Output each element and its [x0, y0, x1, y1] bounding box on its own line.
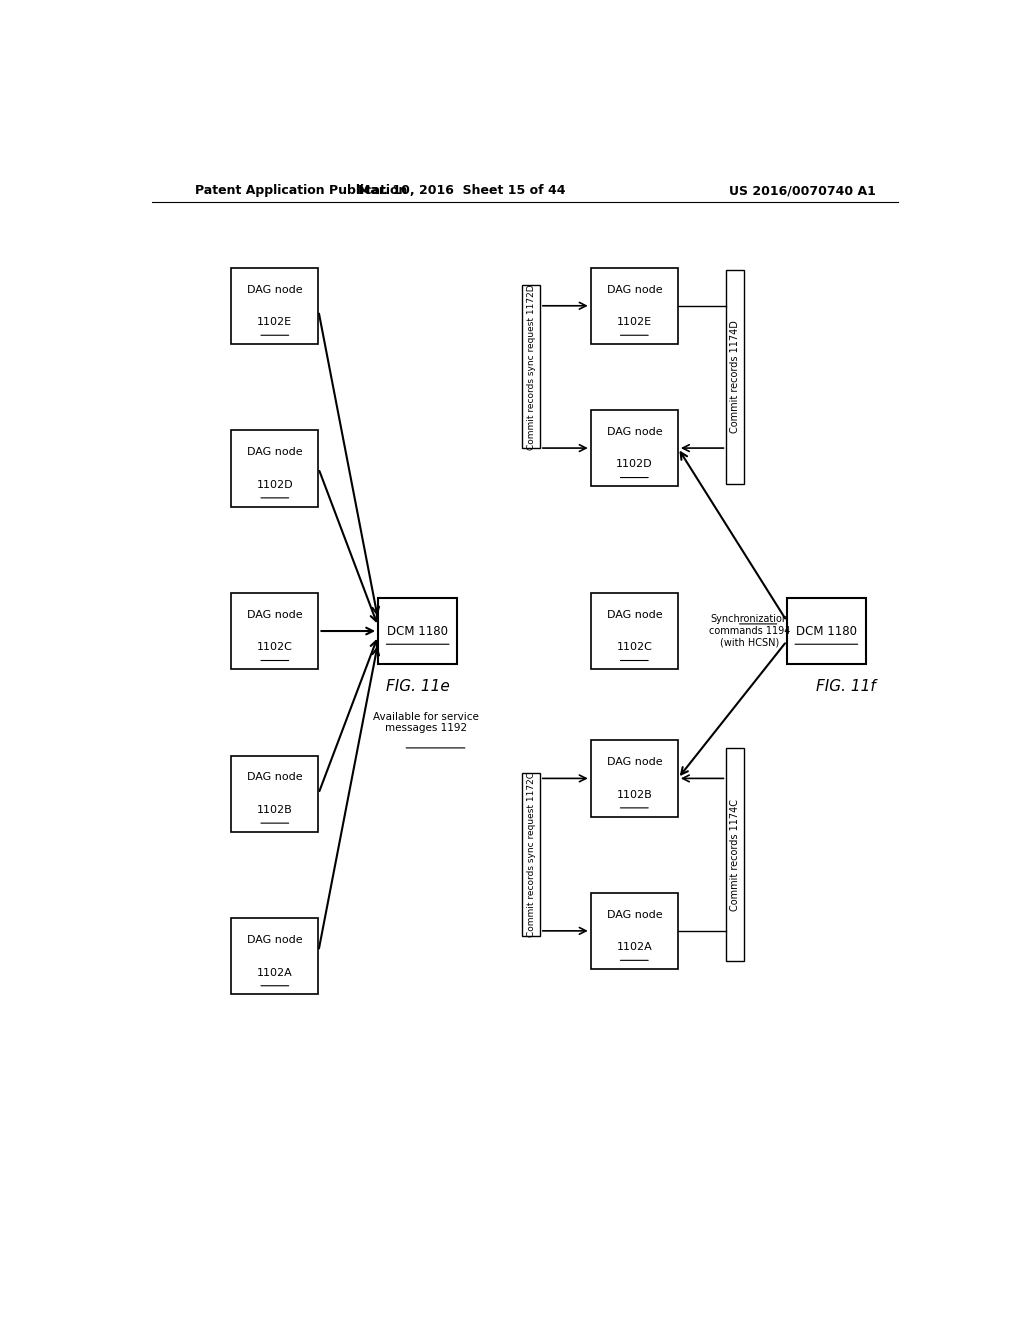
FancyBboxPatch shape — [231, 593, 318, 669]
Text: 1102D: 1102D — [256, 479, 293, 490]
FancyBboxPatch shape — [591, 593, 678, 669]
FancyBboxPatch shape — [231, 919, 318, 994]
Text: DAG node: DAG node — [247, 772, 303, 783]
Text: DAG node: DAG node — [247, 447, 303, 457]
Text: 1102C: 1102C — [257, 643, 293, 652]
Text: DAG node: DAG node — [247, 285, 303, 294]
FancyBboxPatch shape — [726, 748, 743, 961]
Text: DAG node: DAG node — [606, 610, 663, 620]
Text: 1102B: 1102B — [257, 805, 293, 814]
Text: DCM 1180: DCM 1180 — [796, 624, 857, 638]
FancyBboxPatch shape — [378, 598, 458, 664]
FancyBboxPatch shape — [591, 268, 678, 345]
FancyBboxPatch shape — [231, 755, 318, 832]
Text: DAG node: DAG node — [606, 758, 663, 767]
Text: Commit records 1174D: Commit records 1174D — [730, 321, 740, 433]
Text: DAG node: DAG node — [247, 610, 303, 620]
Text: DAG node: DAG node — [606, 426, 663, 437]
Text: DCM 1180: DCM 1180 — [387, 624, 449, 638]
Text: 1102C: 1102C — [616, 643, 652, 652]
FancyBboxPatch shape — [231, 268, 318, 345]
FancyBboxPatch shape — [726, 271, 743, 483]
Text: Mar. 10, 2016  Sheet 15 of 44: Mar. 10, 2016 Sheet 15 of 44 — [357, 185, 565, 198]
Text: FIG. 11f: FIG. 11f — [816, 680, 877, 694]
Text: Commit records 1174C: Commit records 1174C — [730, 799, 740, 911]
FancyBboxPatch shape — [522, 774, 540, 936]
Text: 1102E: 1102E — [257, 317, 293, 327]
Text: 1102A: 1102A — [257, 968, 293, 978]
Text: 1102D: 1102D — [616, 459, 652, 470]
FancyBboxPatch shape — [522, 285, 540, 447]
FancyBboxPatch shape — [231, 430, 318, 507]
Text: Patent Application Publication: Patent Application Publication — [196, 185, 408, 198]
Text: Commit records sync request 1172D: Commit records sync request 1172D — [526, 284, 536, 450]
Text: DAG node: DAG node — [606, 285, 663, 294]
Text: US 2016/0070740 A1: US 2016/0070740 A1 — [729, 185, 876, 198]
Text: 1102B: 1102B — [616, 789, 652, 800]
FancyBboxPatch shape — [591, 892, 678, 969]
FancyBboxPatch shape — [591, 411, 678, 486]
FancyBboxPatch shape — [786, 598, 866, 664]
Text: DAG node: DAG node — [606, 909, 663, 920]
Text: Commit records sync request 1172C: Commit records sync request 1172C — [526, 772, 536, 937]
Text: Available for service
messages 1192: Available for service messages 1192 — [373, 711, 478, 734]
Text: 1102A: 1102A — [616, 942, 652, 952]
FancyBboxPatch shape — [591, 741, 678, 817]
Text: Synchronization
commands 1194
(with HCSN): Synchronization commands 1194 (with HCSN… — [709, 614, 791, 648]
Text: DAG node: DAG node — [247, 935, 303, 945]
Text: 1102E: 1102E — [616, 317, 652, 327]
Text: FIG. 11e: FIG. 11e — [386, 680, 450, 694]
